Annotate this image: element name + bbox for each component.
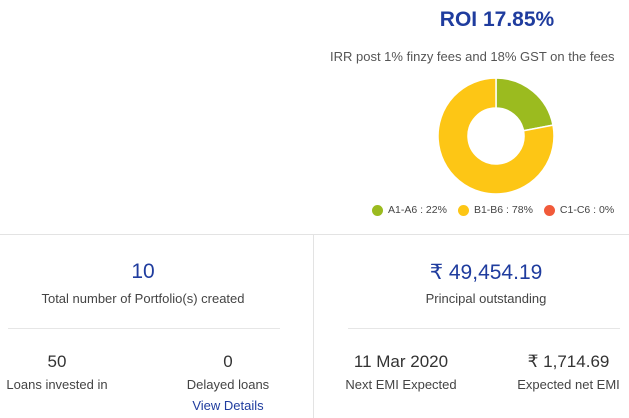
delayed-loans-label: Delayed loans [186,377,270,392]
portfolio-count: 10 [131,260,155,283]
legend-item-a: A1-A6 : 22% [372,204,447,216]
section-divider [0,234,629,235]
expected-net-emi-label: Expected net EMI [517,377,620,392]
donut-slice-a1-a6 [495,77,554,132]
principal-outstanding-amount: ₹ 49,454.19 [429,261,543,284]
next-emi-label: Next EMI Expected [345,377,457,392]
next-emi-date: 11 Mar 2020 [353,352,449,371]
grade-distribution-donut-chart [437,77,555,195]
chart-legend: A1-A6 : 22% B1-B6 : 78% C1-C6 : 0% [372,204,629,216]
column-divider [313,234,314,418]
legend-label-a: A1-A6 : 22% [388,204,447,216]
legend-item-b: B1-B6 : 78% [457,204,533,216]
roi-title: ROI 17.85% [439,8,555,31]
right-divider [348,328,620,329]
legend-dot-b [457,204,469,216]
legend-dot-a [372,204,383,216]
delayed-loans-count: 0 [223,352,233,371]
loans-invested-label: Loans invested in [6,377,108,392]
view-details-link[interactable]: View Details [192,398,264,413]
portfolio-count-label: Total number of Portfolio(s) created [41,291,245,306]
legend-label-c: C1-C6 : 0% [559,204,615,216]
legend-label-b: B1-B6 : 78% [473,204,533,216]
donut-slice-b1-b6 [437,77,555,195]
roi-subtitle: IRR post 1% finzy fees and 18% GST on th… [330,49,615,64]
loans-invested-count: 50 [47,352,67,371]
expected-net-emi-amount: ₹ 1,714.69 [527,352,610,371]
legend-dot-c [543,204,555,216]
principal-outstanding-label: Principal outstanding [425,291,547,306]
left-divider [8,328,280,329]
legend-item-c: C1-C6 : 0% [543,204,615,216]
